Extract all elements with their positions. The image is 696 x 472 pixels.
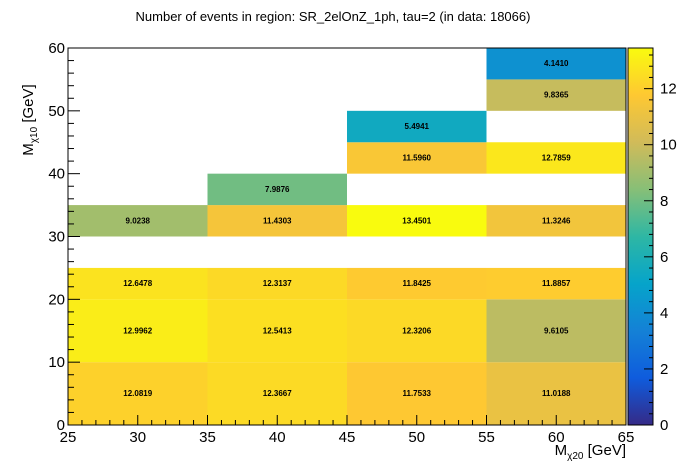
cell-value-label: 12.3137 [263, 279, 292, 288]
cell-value-label: 9.8365 [544, 91, 569, 100]
heatmap-cell [207, 267, 347, 300]
cell-value-label: 12.3667 [263, 389, 292, 398]
x-tick-label: 50 [408, 429, 425, 446]
x-tick-label: 45 [339, 429, 356, 446]
y-tick-label: 50 [48, 103, 65, 120]
x-tick-label: 65 [618, 429, 635, 446]
color-bar-tick-label: 8 [660, 193, 668, 210]
y-axis-label-sub: χ10 [29, 126, 40, 143]
heatmap-cell [486, 142, 626, 174]
x-tick-label: 35 [199, 429, 216, 446]
heatmap-cell [207, 362, 347, 425]
color-bar-tick-label: 0 [660, 417, 668, 434]
x-axis-label-main: M [555, 442, 568, 459]
heatmap-cell [68, 205, 208, 237]
cell-value-label: 9.6105 [544, 326, 569, 335]
heatmap-cell [68, 362, 208, 425]
x-axis-label: Mχ20 [GeV] [555, 442, 626, 462]
heatmap-cell [68, 299, 208, 363]
color-bar-tick-label: 2 [660, 361, 668, 378]
heatmap-cell [207, 205, 347, 237]
cell-value-label: 11.7533 [403, 389, 432, 398]
cell-value-label: 11.8425 [403, 279, 432, 288]
heatmap-cell [486, 79, 626, 111]
chart-title: Number of events in region: SR_2elOnZ_1p… [136, 9, 531, 24]
y-tick-label: 60 [48, 40, 65, 57]
x-tick-label: 25 [60, 429, 77, 446]
color-bar-gradient [627, 47, 654, 426]
cell-value-label: 12.6478 [123, 279, 152, 288]
heatmap-cell [347, 362, 487, 425]
heatmap-cell [486, 48, 626, 80]
heatmap-cell [347, 110, 487, 143]
y-axis-label-unit: [GeV] [20, 84, 37, 127]
x-tick-label: 55 [478, 429, 495, 446]
cell-value-label: 11.0188 [542, 389, 571, 398]
cell-value-label: 12.7859 [542, 153, 571, 162]
y-axis: 0 10 20 30 40 50 60 [48, 40, 80, 434]
cell-value-label: 12.9962 [123, 326, 152, 335]
heatmap-cell [347, 205, 487, 237]
heatmap-cell [347, 299, 487, 363]
heatmap-cell [207, 173, 347, 206]
x-axis: 25 30 35 40 45 50 55 60 65 [60, 415, 635, 446]
cell-value-label: 9.0238 [126, 216, 151, 225]
y-tick-label: 10 [48, 354, 65, 371]
heatmap-cell [347, 142, 487, 174]
cell-value-label: 11.8857 [542, 279, 571, 288]
cell-value-label: 4.1410 [544, 59, 569, 68]
x-tick-label: 30 [129, 429, 146, 446]
y-tick-label: 20 [48, 291, 65, 308]
y-tick-label: 40 [48, 166, 65, 183]
heatmap-cell [486, 205, 626, 237]
color-bar-tick-label: 6 [660, 249, 668, 266]
x-tick-label: 40 [269, 429, 286, 446]
heatmap-cell [207, 299, 347, 363]
heatmap-cell [68, 267, 208, 300]
cell-value-label: 11.5960 [403, 153, 432, 162]
cell-value-label: 12.3206 [402, 326, 431, 335]
x-tick-label: 60 [548, 429, 565, 446]
y-tick-label: 30 [48, 229, 65, 246]
color-bar: 0 2 4 6 8 10 12 [627, 47, 677, 434]
heatmap-cell [486, 362, 626, 425]
cell-value-label: 13.4501 [402, 216, 431, 225]
y-axis-label: Mχ10 [GeV] [20, 84, 40, 155]
y-tick-label: 0 [57, 417, 65, 434]
cells-layer [68, 48, 626, 425]
cell-labels-layer: 12.0819 12.3667 11.7533 11.0188 12.9962 12.54… [123, 59, 571, 398]
cell-value-label: 12.5413 [263, 326, 292, 335]
color-bar-tick-label: 12 [660, 81, 677, 98]
color-bar-tick-label: 4 [660, 305, 668, 322]
heatmap-cell [486, 267, 626, 300]
cell-value-label: 12.0819 [123, 389, 152, 398]
y-axis-label-main: M [20, 143, 37, 156]
x-axis-label-sub: χ20 [567, 451, 584, 462]
heatmap-cell [486, 299, 626, 363]
cell-value-label: 5.4941 [405, 122, 430, 131]
cell-value-label: 11.4303 [263, 216, 292, 225]
cell-value-label: 7.9876 [265, 185, 290, 194]
cell-value-label: 11.3246 [542, 216, 571, 225]
x-axis-label-unit: [GeV] [583, 442, 626, 459]
heatmap-cell [347, 267, 487, 300]
color-bar-tick-label: 10 [660, 137, 677, 154]
